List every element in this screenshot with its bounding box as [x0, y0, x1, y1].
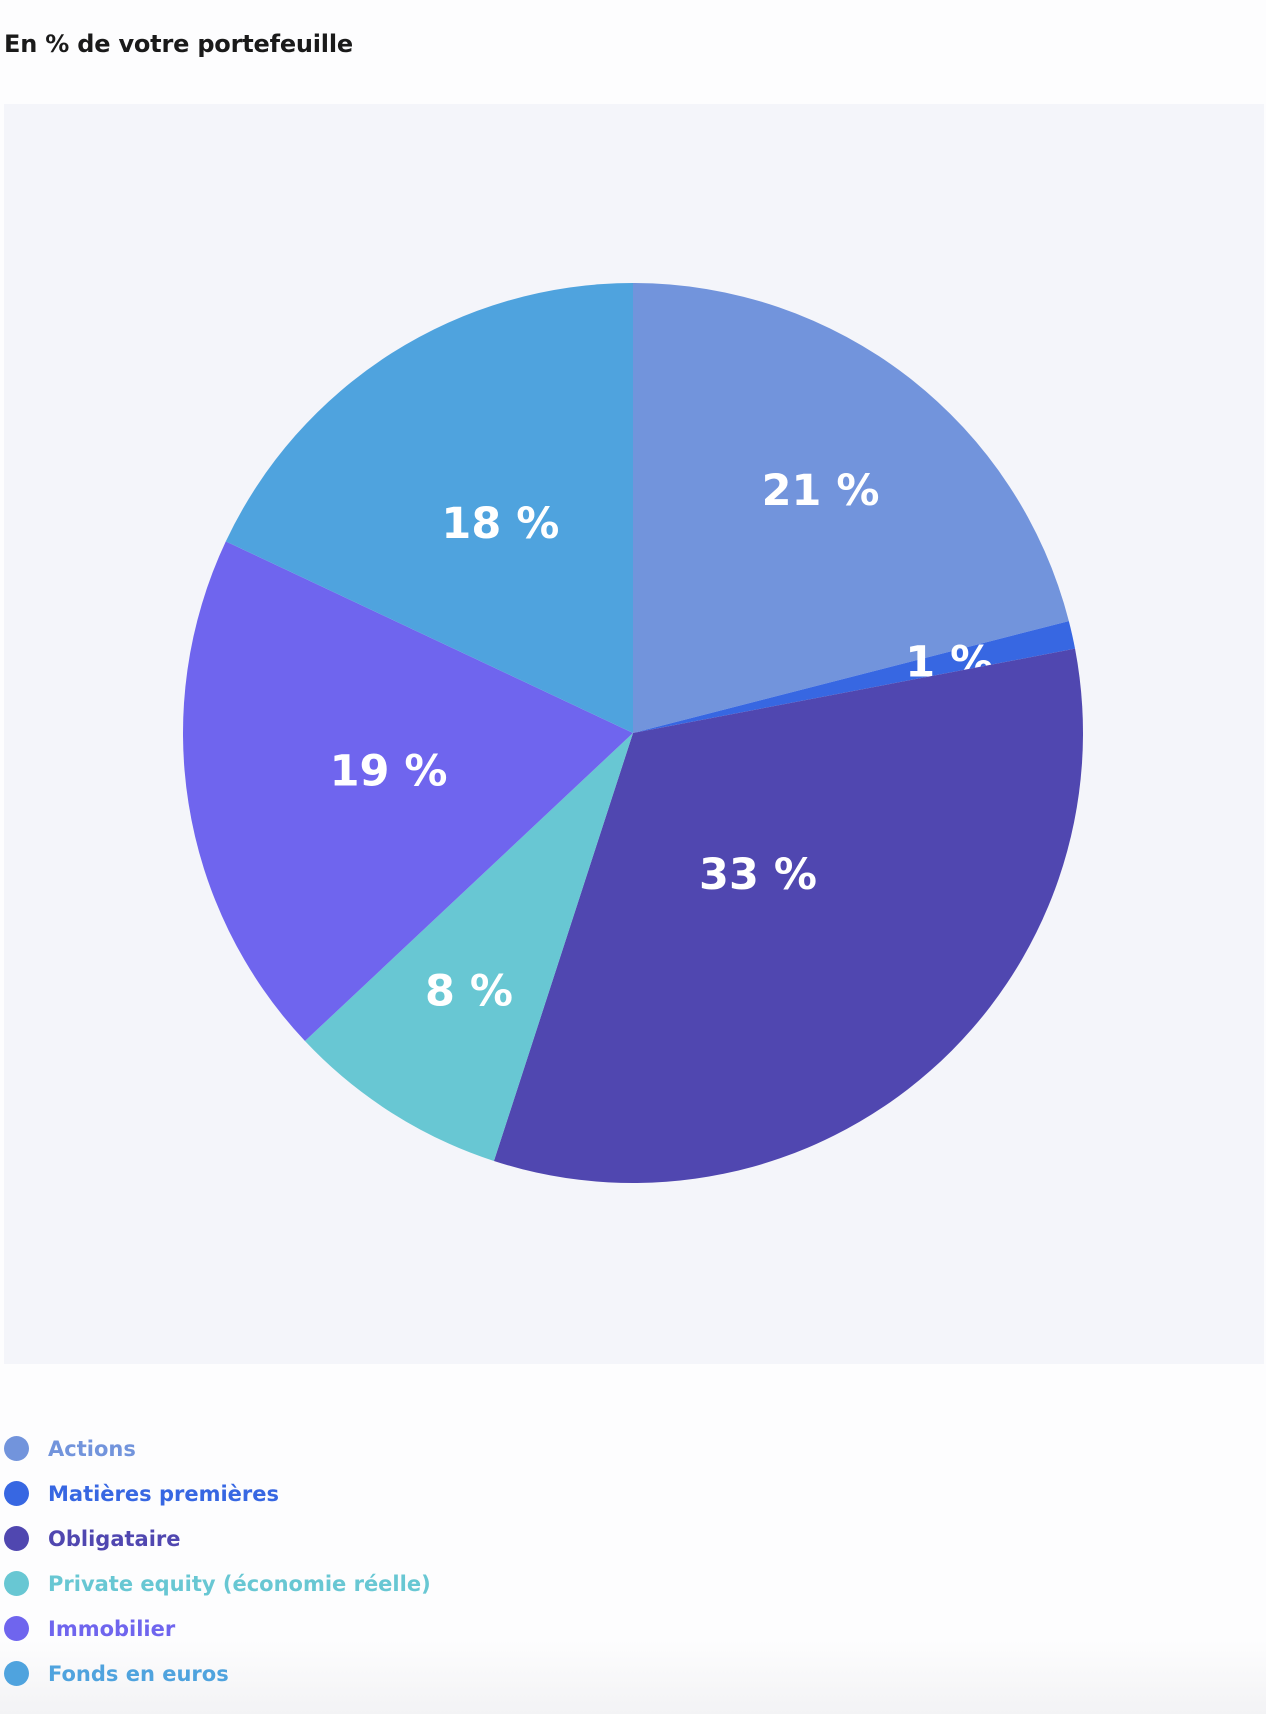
pie-slice-obligataire[interactable]	[493, 648, 1083, 1184]
legend-dot-icon	[4, 1481, 29, 1506]
slice-label-actions: 21 %	[762, 466, 880, 516]
slice-label-obligataire: 33 %	[699, 850, 817, 900]
legend-item-actions[interactable]: Actions	[4, 1426, 431, 1471]
legend-dot-icon	[4, 1616, 29, 1641]
slice-label-fonds-en-euros: 18 %	[441, 499, 559, 549]
legend-dot-icon	[4, 1571, 29, 1596]
pie-chart-panel: 21 % 1 % 33 % 8 % 19 % 18 %	[4, 104, 1264, 1364]
legend-label: Actions	[48, 1436, 136, 1461]
legend-dot-icon	[4, 1661, 29, 1686]
legend-item-fonds-en-euros[interactable]: Fonds en euros	[4, 1651, 431, 1696]
pie-chart: 21 %1 %33 %8 %19 %18 %	[182, 283, 1083, 1184]
legend-item-immobilier[interactable]: Immobilier	[4, 1606, 431, 1651]
pie-slice-matieres-premieres[interactable]	[633, 621, 1076, 733]
pie-slice-fonds-en-euros[interactable]	[225, 283, 633, 733]
legend-label: Private equity (économie réelle)	[48, 1571, 431, 1596]
legend-dot-icon	[4, 1436, 29, 1461]
slice-label-private-equity-economie-reelle: 8 %	[425, 966, 513, 1016]
pie-slice-private-equity-economie-reelle[interactable]	[304, 733, 633, 1161]
legend-label: Immobilier	[48, 1616, 176, 1641]
slice-label-immobilier: 19 %	[330, 747, 448, 797]
legend-label: Fonds en euros	[48, 1661, 229, 1686]
legend-item-private-equity-economie-reelle[interactable]: Private equity (économie réelle)	[4, 1561, 431, 1606]
pie-slice-immobilier[interactable]	[182, 541, 633, 1042]
legend-dot-icon	[4, 1526, 29, 1551]
chart-title: En % de votre portefeuille	[4, 30, 353, 58]
chart-legend: Actions Matières premières Obligataire Priv…	[4, 1426, 431, 1696]
legend-label: Matières premières	[48, 1481, 280, 1506]
pie-slice-actions[interactable]	[633, 283, 1069, 733]
legend-label: Obligataire	[48, 1526, 181, 1551]
legend-item-obligataire[interactable]: Obligataire	[4, 1516, 431, 1561]
legend-item-matieres-premieres[interactable]: Matières premières	[4, 1471, 431, 1516]
